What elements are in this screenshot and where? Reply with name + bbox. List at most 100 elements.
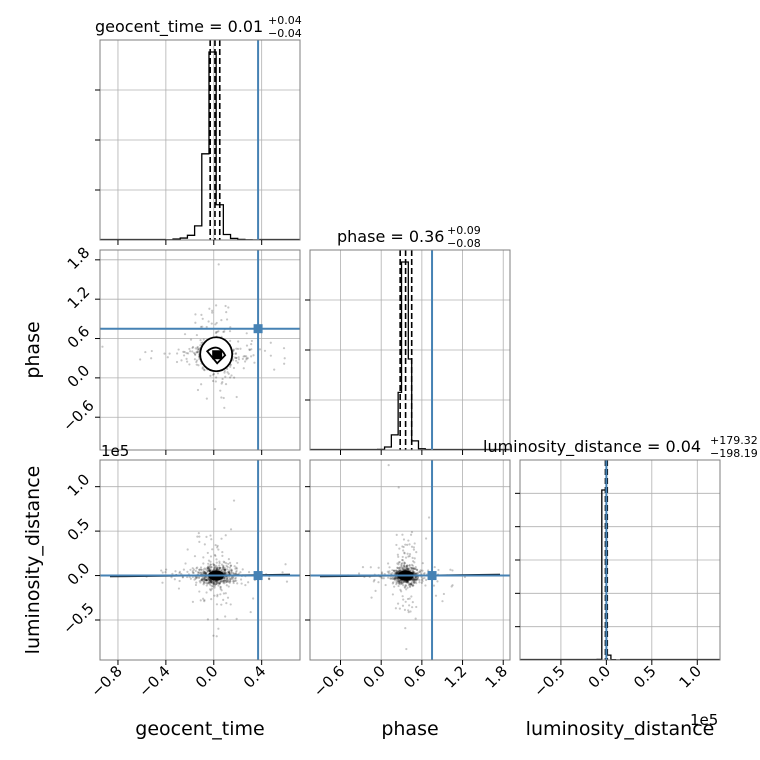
sample-point <box>207 569 211 573</box>
sample-point <box>391 593 394 596</box>
sample-point <box>203 543 206 546</box>
sample-point <box>231 578 234 581</box>
sample-point <box>221 579 225 583</box>
sample-point <box>391 577 394 581</box>
sample-point <box>212 582 216 585</box>
sample-point <box>404 568 407 571</box>
sample-point <box>410 583 413 586</box>
sample-point <box>225 580 228 584</box>
sample-point <box>410 581 413 584</box>
sample-point <box>210 580 213 583</box>
sample-point <box>206 566 209 569</box>
sample-point <box>228 576 231 579</box>
sample-point <box>166 356 169 359</box>
x-axis-label-geocent-time: geocent_time <box>135 718 264 740</box>
sample-point <box>247 581 250 584</box>
sample-point <box>180 359 183 362</box>
sample-point <box>410 595 413 598</box>
sample-point <box>207 579 210 582</box>
sample-point <box>388 566 391 569</box>
sample-point <box>206 569 209 572</box>
sample-point <box>225 318 229 321</box>
sample-point <box>194 313 197 316</box>
sample-point <box>195 351 198 354</box>
sample-point <box>205 397 208 400</box>
sample-point <box>414 572 417 575</box>
phase-x-tick-label: 1.2 <box>441 662 471 692</box>
sample-point <box>411 584 414 587</box>
sample-point <box>396 602 400 605</box>
sample-point <box>215 567 218 570</box>
sample-point <box>224 571 227 574</box>
sample-point <box>396 571 399 574</box>
luminosity-distance-title-minus: −198.19 <box>710 447 758 460</box>
sample-point <box>234 352 238 355</box>
sample-point <box>396 571 400 574</box>
sample-point <box>215 567 218 570</box>
sample-point <box>413 557 416 560</box>
sample-point <box>193 358 197 361</box>
sample-point <box>396 566 399 569</box>
sample-point <box>230 570 233 573</box>
sample-point <box>215 304 218 307</box>
sample-point <box>208 568 211 571</box>
sample-point <box>403 561 406 564</box>
sample-point <box>201 597 205 600</box>
sample-point <box>402 564 406 567</box>
sample-point <box>386 562 390 565</box>
sample-point <box>247 570 251 574</box>
sample-point <box>408 553 412 556</box>
sample-point <box>225 311 228 314</box>
sample-point <box>414 576 417 579</box>
sample-point <box>412 578 415 581</box>
sample-point <box>395 571 399 574</box>
phase-x-tick-label: 0.0 <box>359 662 389 692</box>
sample-point <box>220 563 224 566</box>
sample-point <box>201 578 204 581</box>
sample-point <box>405 581 408 584</box>
sample-point <box>252 354 255 357</box>
sample-point <box>398 561 401 564</box>
sample-point <box>203 571 207 575</box>
sample-point <box>228 578 231 581</box>
sample-point <box>191 345 195 349</box>
sample-point <box>401 558 404 562</box>
sample-point <box>248 348 251 351</box>
sample-point <box>199 566 203 569</box>
sample-point <box>249 355 253 358</box>
phase-y-tick-label: −0.6 <box>59 396 97 434</box>
sample-point <box>402 580 405 584</box>
sample-point <box>387 572 390 575</box>
sample-point <box>246 357 249 360</box>
sample-point <box>208 579 212 582</box>
sample-point <box>229 376 232 379</box>
sample-point <box>225 577 229 580</box>
sample-point <box>393 577 396 580</box>
sample-point <box>216 581 219 584</box>
sample-point <box>214 543 217 547</box>
sample-point <box>412 571 415 574</box>
sample-point <box>219 593 222 596</box>
sample-point <box>412 580 415 583</box>
luminosity-distance-hist-title: luminosity_distance = 0.04 <box>483 437 701 457</box>
sample-point <box>203 598 206 602</box>
sample-point <box>392 569 395 572</box>
sample-point <box>233 356 237 359</box>
sample-point <box>213 507 217 511</box>
sample-point <box>402 549 405 552</box>
sample-point <box>245 344 249 347</box>
sample-point <box>218 566 221 569</box>
sample-point <box>212 581 215 584</box>
sample-point <box>197 347 201 351</box>
sample-point <box>232 572 235 575</box>
sample-point <box>191 350 194 353</box>
sample-point <box>413 578 416 581</box>
sample-point <box>232 366 236 370</box>
sample-point <box>209 563 212 566</box>
sample-point <box>418 570 421 573</box>
sample-point <box>208 569 211 572</box>
luminosity-distance-x-tick-label: 0.5 <box>630 662 660 692</box>
sample-point <box>229 365 232 368</box>
sample-point <box>217 548 220 551</box>
sample-point <box>268 578 271 581</box>
